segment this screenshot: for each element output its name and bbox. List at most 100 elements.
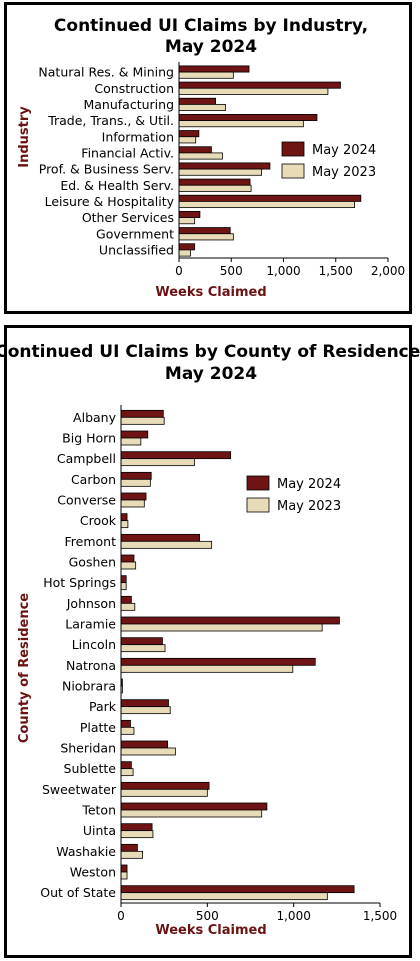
bar-may-2023 — [120, 540, 213, 549]
category-label: Natrona — [66, 658, 116, 673]
x-tick-label: 1,500 — [319, 264, 353, 278]
bar-may-2023 — [120, 871, 128, 880]
category-label: Carbon — [71, 472, 116, 487]
y-axis-title: Industry — [17, 106, 32, 168]
bar-may-2023 — [120, 768, 134, 777]
category-label: Washakie — [56, 844, 116, 859]
bar-may-2023 — [120, 416, 165, 425]
bar-may-2024 — [120, 513, 128, 522]
x-tick-label: 1,000 — [266, 264, 300, 278]
x-tick-label: 0 — [175, 264, 183, 278]
category-label: Sweetwater — [42, 782, 117, 797]
bar-may-2023 — [120, 809, 263, 818]
category-label: Park — [89, 699, 117, 714]
bar-may-2024 — [120, 595, 132, 604]
bars-group: Natural Res. & MiningConstructionManufac… — [38, 62, 405, 278]
bar-may-2024 — [120, 409, 164, 418]
category-label: Hot Springs — [43, 575, 116, 590]
category-label: Converse — [57, 493, 116, 508]
bar-may-2024 — [178, 97, 216, 105]
bar-may-2024 — [120, 451, 232, 460]
legend: May 2024 May 2023 — [246, 475, 341, 514]
x-axis-title: Weeks Claimed — [155, 285, 266, 300]
chart-title-line2: May 2024 — [165, 37, 257, 57]
category-label: Natural Res. & Mining — [38, 65, 174, 80]
bar-may-2024 — [120, 802, 268, 811]
x-tick-label: 0 — [117, 909, 125, 923]
category-label: Niobrara — [62, 679, 116, 694]
legend-label-may-2024: May 2024 — [277, 477, 341, 492]
category-label: Big Horn — [62, 431, 116, 446]
legend-label-may-2024: May 2024 — [312, 143, 376, 158]
bar-may-2024 — [178, 81, 341, 89]
bar-may-2023 — [120, 582, 127, 591]
bar-may-2023 — [120, 788, 208, 797]
county-bar-chart: Continued UI Claims by County of Residen… — [0, 342, 420, 938]
bar-may-2024 — [178, 162, 271, 170]
category-label: Prof. & Business Serv. — [39, 162, 174, 177]
bar-may-2023 — [120, 437, 142, 446]
category-label: Construction — [94, 81, 174, 96]
bar-may-2024 — [120, 533, 200, 542]
industry-bar-chart: Continued UI Claims by Industry, May 202… — [17, 16, 405, 300]
bar-may-2023 — [120, 726, 135, 735]
category-label: Johnson — [66, 596, 116, 611]
bar-may-2024 — [120, 657, 316, 666]
bar-may-2023 — [120, 644, 166, 653]
bar-may-2024 — [178, 243, 196, 251]
x-tick-label: 500 — [220, 264, 243, 278]
bars-group: Albany Big Horn Campbell Carbon Converse Croo… — [40, 405, 397, 923]
bar-may-2023 — [120, 747, 176, 756]
bar-may-2023 — [178, 136, 197, 144]
legend: May 2024 May 2023 — [281, 141, 376, 180]
bar-may-2024 — [120, 781, 210, 790]
category-label: Ed. & Health Serv. — [60, 178, 174, 193]
bar-may-2023 — [120, 706, 171, 715]
bar-may-2023 — [178, 152, 223, 160]
category-label: Campbell — [57, 451, 116, 466]
bar-may-2024 — [120, 719, 131, 728]
category-label: Goshen — [69, 555, 116, 570]
bar-may-2023 — [120, 892, 328, 901]
legend-swatch-may-2024 — [281, 141, 305, 157]
category-label: Lincoln — [72, 637, 116, 652]
chart-title-line1: Continued UI Claims by County of Residen… — [0, 342, 420, 362]
legend-label-may-2023: May 2023 — [277, 499, 341, 514]
bar-may-2023 — [120, 458, 195, 467]
bar-may-2024 — [120, 885, 355, 894]
bar-may-2024 — [178, 65, 250, 73]
bar-may-2023 — [120, 664, 294, 673]
bar-may-2023 — [120, 499, 145, 508]
chart-title-line2: May 2024 — [165, 364, 257, 384]
bar-may-2023 — [120, 830, 154, 839]
legend-swatch-may-2023 — [246, 497, 270, 513]
bar-may-2023 — [120, 520, 129, 529]
bar-may-2023 — [120, 602, 136, 611]
bar-may-2023 — [178, 217, 196, 225]
bar-may-2024 — [178, 130, 200, 138]
category-label: Unclassified — [99, 242, 174, 257]
category-label: Information — [102, 129, 174, 144]
bar-may-2023 — [178, 201, 355, 209]
legend-swatch-may-2024 — [246, 475, 270, 491]
y-axis-title: County of Residence — [17, 593, 32, 743]
bar-may-2023 — [178, 233, 234, 241]
x-tick-label: 1,000 — [276, 909, 310, 923]
bar-may-2024 — [120, 554, 135, 563]
bar-may-2023 — [120, 623, 323, 632]
category-label: Leisure & Hospitality — [45, 194, 175, 209]
bar-may-2023 — [178, 71, 234, 79]
bar-may-2023 — [178, 184, 252, 192]
bar-may-2024 — [178, 194, 362, 202]
bar-may-2024 — [120, 823, 153, 832]
category-label: Other Services — [82, 210, 174, 225]
bar-may-2024 — [120, 740, 169, 749]
bar-may-2024 — [120, 430, 149, 439]
county-chart-panel: Continued UI Claims by County of Residen… — [0, 325, 420, 958]
bar-may-2024 — [178, 113, 318, 121]
category-label: Teton — [81, 803, 116, 818]
category-label: Sublette — [64, 761, 117, 776]
category-label: Platte — [80, 720, 116, 735]
bar-may-2024 — [120, 699, 169, 708]
category-label: Albany — [73, 410, 117, 425]
